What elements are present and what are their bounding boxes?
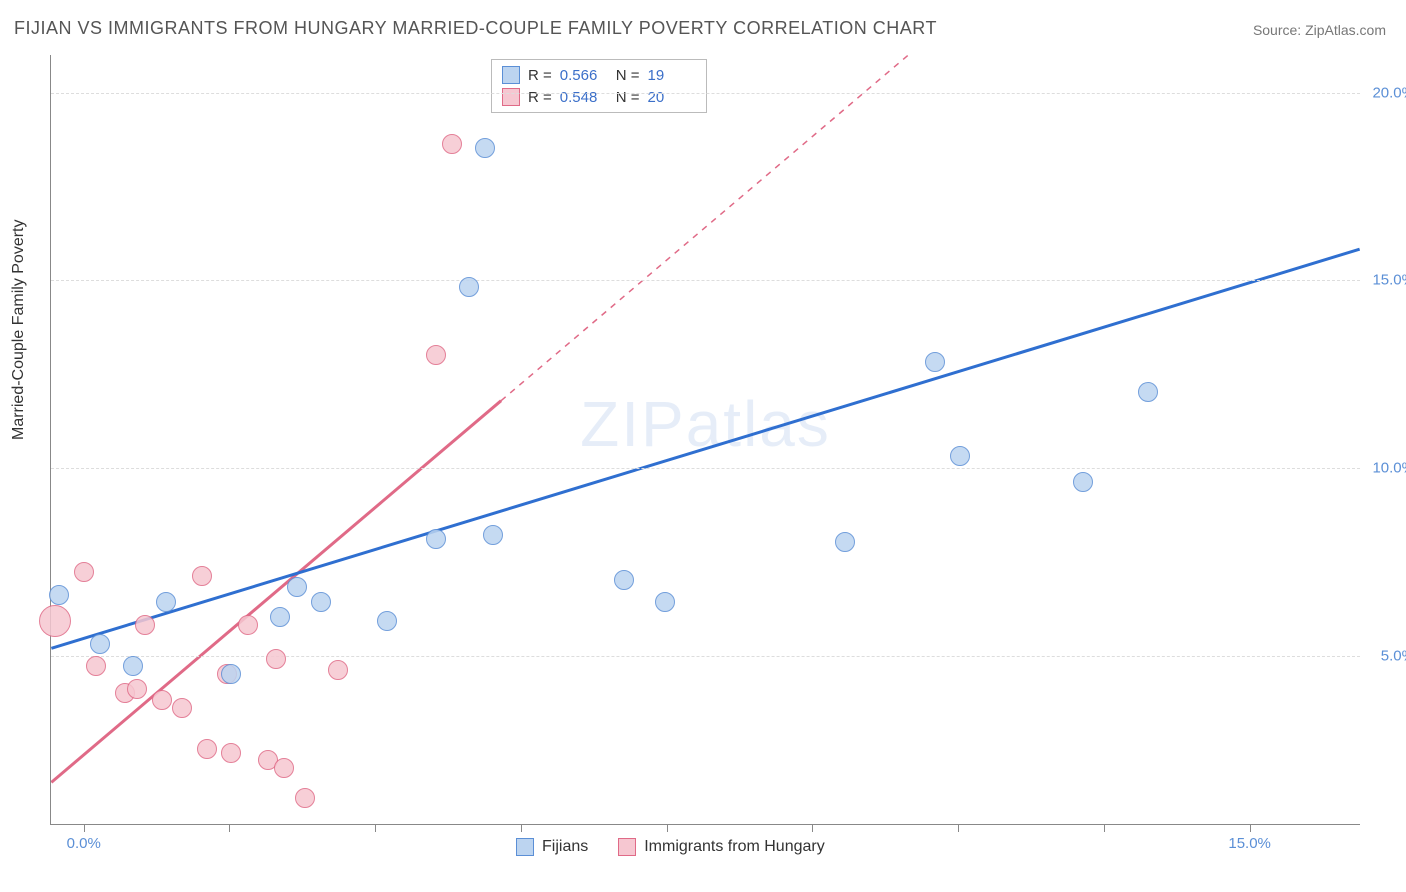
x-tick-label: 15.0% [1228, 835, 1271, 852]
correlation-legend: R = 0.566 N = 19 R = 0.548 N = 20 [491, 59, 707, 113]
r-value: 0.566 [560, 67, 608, 84]
data-point [475, 138, 495, 158]
x-tick [667, 824, 668, 832]
data-point [835, 532, 855, 552]
data-point [238, 615, 258, 635]
r-label: R = [528, 89, 552, 106]
n-label: N = [616, 67, 640, 84]
legend-label: Fijians [542, 838, 588, 856]
source-attribution: Source: ZipAtlas.com [1253, 22, 1386, 38]
data-point [311, 592, 331, 612]
data-point [39, 605, 71, 637]
legend-row: R = 0.548 N = 20 [502, 86, 696, 108]
x-tick [375, 824, 376, 832]
source-label: Source: [1253, 22, 1305, 38]
data-point [221, 664, 241, 684]
data-point [192, 566, 212, 586]
series-legend: Fijians Immigrants from Hungary [516, 838, 825, 856]
data-point [655, 592, 675, 612]
n-label: N = [616, 89, 640, 106]
legend-label: Immigrants from Hungary [644, 838, 825, 856]
x-tick [1104, 824, 1105, 832]
data-point [74, 562, 94, 582]
data-point [328, 660, 348, 680]
data-point [483, 525, 503, 545]
chart-title: FIJIAN VS IMMIGRANTS FROM HUNGARY MARRIE… [14, 18, 937, 39]
data-point [459, 277, 479, 297]
data-point [135, 615, 155, 635]
legend-row: R = 0.566 N = 19 [502, 64, 696, 86]
x-tick [812, 824, 813, 832]
data-point [197, 739, 217, 759]
data-point [49, 585, 69, 605]
gridline [51, 468, 1360, 469]
n-value: 20 [648, 89, 696, 106]
x-tick [229, 824, 230, 832]
data-point [266, 649, 286, 669]
data-point [442, 134, 462, 154]
x-tick [958, 824, 959, 832]
data-point [172, 698, 192, 718]
legend-swatch [502, 88, 520, 106]
x-tick [521, 824, 522, 832]
data-point [86, 656, 106, 676]
data-point [426, 345, 446, 365]
y-axis-label: Married-Couple Family Poverty [10, 219, 28, 440]
y-tick-label: 15.0% [1372, 272, 1406, 289]
data-point [127, 679, 147, 699]
r-label: R = [528, 67, 552, 84]
trend-line [51, 249, 1359, 648]
x-tick [84, 824, 85, 832]
legend-item: Fijians [516, 838, 588, 856]
data-point [925, 352, 945, 372]
data-point [1073, 472, 1093, 492]
data-point [950, 446, 970, 466]
source-link[interactable]: ZipAtlas.com [1305, 22, 1386, 38]
r-value: 0.548 [560, 89, 608, 106]
data-point [156, 592, 176, 612]
trend-line [51, 401, 501, 783]
data-point [90, 634, 110, 654]
data-point [152, 690, 172, 710]
chart-plot-area: ZIPatlas R =0.566N =19R =0.548N =20 Fiji… [50, 55, 1360, 825]
legend-swatch [618, 838, 636, 856]
y-tick-label: 5.0% [1381, 647, 1406, 664]
data-point [614, 570, 634, 590]
x-tick [1250, 824, 1251, 832]
data-point [295, 788, 315, 808]
watermark: ZIPatlas [580, 387, 831, 461]
legend-item: Immigrants from Hungary [618, 838, 825, 856]
legend-swatch [516, 838, 534, 856]
gridline [51, 656, 1360, 657]
x-tick-label: 0.0% [67, 835, 101, 852]
legend-swatch [502, 66, 520, 84]
y-tick-label: 10.0% [1372, 460, 1406, 477]
n-value: 19 [648, 67, 696, 84]
trend-lines-layer [51, 55, 1360, 824]
y-tick-label: 20.0% [1372, 84, 1406, 101]
data-point [1138, 382, 1158, 402]
data-point [123, 656, 143, 676]
data-point [274, 758, 294, 778]
gridline [51, 93, 1360, 94]
gridline [51, 280, 1360, 281]
data-point [270, 607, 290, 627]
data-point [426, 529, 446, 549]
data-point [377, 611, 397, 631]
data-point [221, 743, 241, 763]
data-point [287, 577, 307, 597]
